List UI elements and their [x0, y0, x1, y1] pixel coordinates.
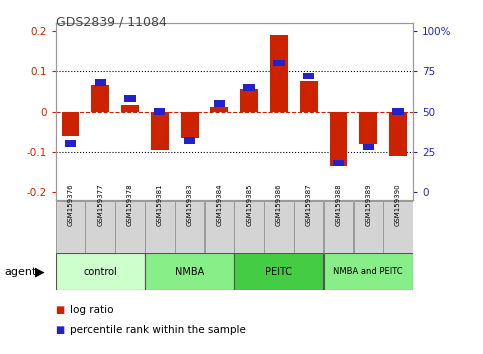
Bar [303, 73, 314, 79]
Bar [389, 112, 407, 156]
Bar [392, 108, 404, 115]
Bar [324, 201, 353, 253]
Text: control: control [84, 267, 117, 277]
Text: GSM159384: GSM159384 [216, 183, 222, 226]
Bar [273, 60, 284, 67]
Bar [213, 100, 225, 107]
Bar [145, 253, 234, 290]
Bar [91, 85, 109, 112]
Bar [145, 201, 174, 253]
Bar [384, 201, 413, 253]
Text: ■: ■ [56, 305, 65, 315]
Text: GSM159389: GSM159389 [365, 183, 371, 226]
Bar [243, 84, 255, 91]
Text: GSM159385: GSM159385 [246, 183, 252, 226]
Bar [294, 201, 324, 253]
Text: GSM159386: GSM159386 [276, 183, 282, 226]
Text: GDS2839 / 11084: GDS2839 / 11084 [56, 16, 167, 29]
Bar [61, 112, 79, 136]
Text: GSM159378: GSM159378 [127, 183, 133, 226]
Bar [154, 108, 166, 115]
Bar [56, 253, 145, 290]
Bar [124, 96, 136, 102]
Bar [270, 35, 288, 112]
Bar [354, 201, 383, 253]
Bar [264, 201, 294, 253]
Bar [175, 201, 204, 253]
Bar [115, 201, 145, 253]
Bar [234, 201, 264, 253]
Text: GSM159376: GSM159376 [68, 183, 73, 226]
Text: agent: agent [5, 267, 37, 277]
Bar [85, 201, 115, 253]
Text: GSM159388: GSM159388 [336, 183, 341, 226]
Bar [363, 144, 374, 150]
Text: log ratio: log ratio [70, 305, 114, 315]
Text: NMBA and PEITC: NMBA and PEITC [333, 267, 403, 276]
Bar [300, 81, 318, 112]
Text: ▶: ▶ [35, 266, 45, 278]
Text: ■: ■ [56, 325, 65, 335]
Text: GSM159390: GSM159390 [395, 183, 401, 226]
Bar [240, 89, 258, 112]
Text: GSM159383: GSM159383 [186, 183, 193, 226]
Text: GSM159387: GSM159387 [306, 183, 312, 226]
Bar [65, 141, 76, 147]
Bar [184, 137, 195, 144]
Bar [56, 201, 85, 253]
Text: GSM159377: GSM159377 [97, 183, 103, 226]
Bar [234, 253, 324, 290]
Bar [151, 112, 169, 150]
Text: percentile rank within the sample: percentile rank within the sample [70, 325, 246, 335]
Bar [329, 112, 347, 166]
Bar [324, 253, 413, 290]
Bar [121, 105, 139, 112]
Bar [211, 108, 228, 112]
Bar [95, 79, 106, 86]
Text: GSM159381: GSM159381 [157, 183, 163, 226]
Text: NMBA: NMBA [175, 267, 204, 277]
Bar [359, 112, 377, 144]
Bar [181, 112, 199, 138]
Bar [205, 201, 234, 253]
Bar [333, 160, 344, 166]
Text: PEITC: PEITC [266, 267, 292, 277]
